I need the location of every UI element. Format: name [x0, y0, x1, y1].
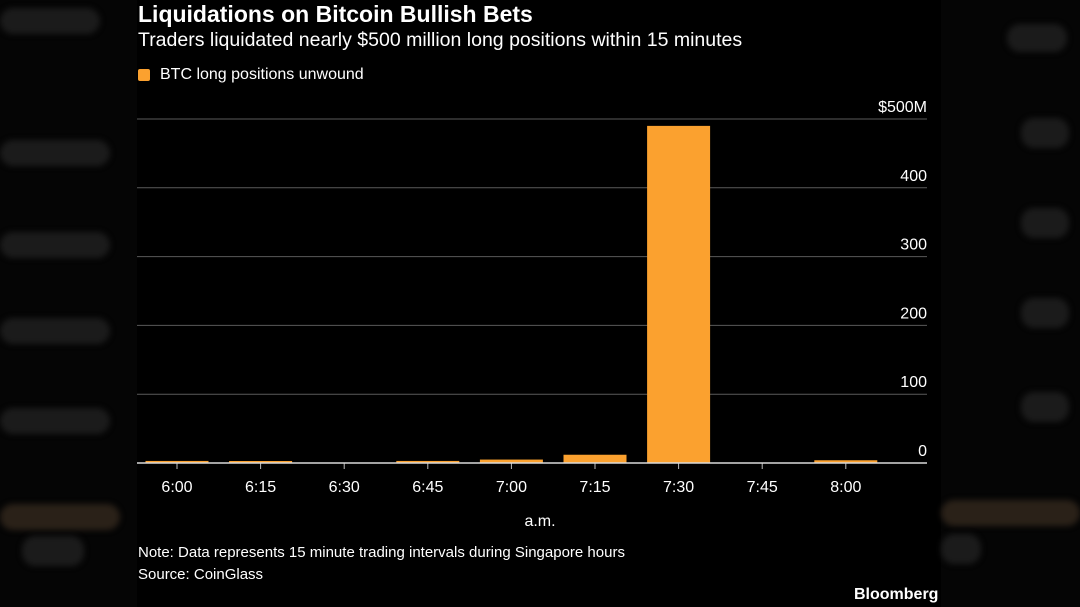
legend-label: BTC long positions unwound: [160, 66, 364, 83]
bar: [479, 459, 543, 463]
x-tick-label: 7:15: [579, 479, 610, 496]
bloomberg-logo: Bloomberg: [854, 586, 939, 603]
x-axis-label: a.m.: [524, 513, 555, 530]
blurred-background-item: [1021, 208, 1069, 238]
blurred-background-item: [0, 8, 100, 34]
blurred-background-item: [1007, 24, 1067, 52]
x-tick-label: 6:30: [329, 479, 360, 496]
blurred-background-item: [1021, 118, 1069, 148]
blurred-background-item: [941, 534, 981, 564]
bar: [229, 461, 293, 463]
legend-swatch: [138, 69, 150, 81]
blurred-background-item: [0, 140, 110, 166]
bar: [563, 454, 627, 463]
x-tick-label: 6:45: [412, 479, 443, 496]
chart-note: Note: Data represents 15 minute trading …: [138, 544, 625, 561]
blurred-background-item: [0, 232, 110, 258]
chart-legend: BTC long positions unwound: [138, 65, 364, 85]
x-tick-label: 7:30: [663, 479, 694, 496]
right-background-panel: [941, 0, 1080, 607]
bar: [396, 460, 460, 463]
x-tick-label: 6:00: [161, 479, 192, 496]
chart-subtitle: Traders liquidated nearly $500 million l…: [138, 29, 743, 51]
y-tick-label: 100: [900, 374, 927, 391]
y-tick-label: 300: [900, 237, 927, 254]
chart-source: Source: CoinGlass: [138, 566, 264, 583]
blurred-background-item: [1021, 298, 1069, 328]
blurred-background-item: [0, 408, 110, 434]
bar: [145, 460, 209, 463]
y-tick-label: $500M: [878, 99, 927, 116]
blurred-background-item: [941, 500, 1080, 526]
blurred-background-item: [1021, 392, 1069, 422]
x-tick-label: 7:45: [747, 479, 778, 496]
chart-title: Liquidations on Bitcoin Bullish Bets: [138, 1, 533, 27]
bar: [647, 125, 711, 463]
x-tick-label: 6:15: [245, 479, 276, 496]
y-tick-label: 200: [900, 305, 927, 322]
blurred-background-item: [0, 318, 110, 344]
blurred-background-item: [0, 504, 120, 530]
x-tick-label: 7:00: [496, 479, 527, 496]
blurred-background-item: [22, 536, 84, 566]
bar: [814, 460, 878, 463]
y-tick-label: 400: [900, 168, 927, 185]
left-background-panel: [0, 0, 137, 607]
x-tick-label: 8:00: [830, 479, 861, 496]
y-tick-label: 0: [918, 443, 927, 460]
